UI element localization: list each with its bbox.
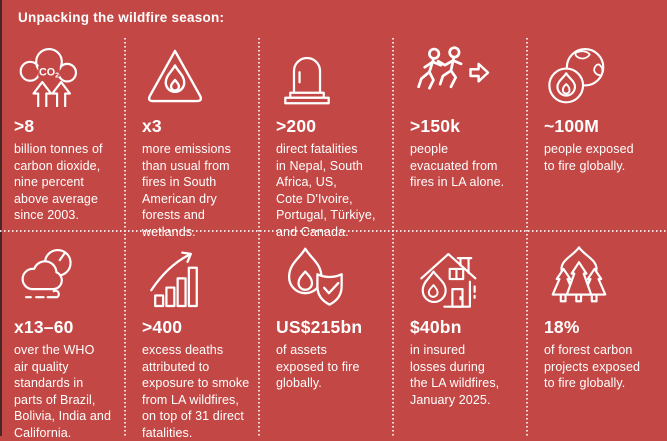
stat-card-fatalities: >200 direct fatalities in Nepal, South A…	[258, 35, 392, 239]
people-evacuating-icon	[410, 45, 522, 109]
stat-card-exposed-people: ~100M people exposed to fire globally.	[526, 35, 667, 232]
stat-description: people evacuated from fires in LA alone.	[410, 142, 505, 189]
left-edge-shadow	[0, 0, 2, 436]
stat-card-excess-deaths: >400 excess deaths attributed to exposur…	[124, 232, 258, 440]
forest-fire-trees-icon	[544, 246, 664, 310]
fire-warning-triangle-icon	[142, 45, 254, 109]
row-divider	[0, 230, 667, 232]
stat-card-co2: CO2 >8 billion tonnes of carbon dioxide,…	[0, 35, 124, 232]
column-divider	[392, 38, 394, 436]
memorial-tombstone-icon	[276, 45, 388, 109]
page-title: Unpacking the wildfire season:	[18, 10, 225, 25]
stat-card-assets: US$215bn of assets exposed to fire globa…	[258, 232, 392, 436]
stat-description: over the WHO air quality standards in pa…	[14, 343, 112, 440]
stat-card-evacuated: >150k people evacuated from fires in LA …	[392, 35, 526, 232]
stat-description: excess deaths attributed to exposure to …	[142, 343, 250, 440]
stat-value: ~100M	[544, 116, 599, 136]
column-divider	[258, 38, 260, 436]
stat-value: US$215bn	[276, 317, 363, 337]
stat-description: direct fatalities in Nepal, South Africa…	[276, 142, 376, 239]
globe-fire-icon	[544, 45, 664, 109]
air-quality-cloud-gauge-icon	[14, 246, 120, 310]
stat-value: 18%	[544, 317, 580, 337]
stat-value: x3	[142, 116, 162, 136]
co2-emissions-cloud-icon: CO2	[14, 45, 120, 109]
svg-text:CO2: CO2	[39, 66, 59, 79]
stat-value: >8	[14, 116, 35, 136]
stat-value: $40bn	[410, 317, 462, 337]
stat-value: >150k	[410, 116, 461, 136]
stat-description: of assets exposed to fire globally.	[276, 343, 360, 390]
stat-description: billion tonnes of carbon dioxide, nine p…	[14, 142, 103, 222]
stat-grid: CO2 >8 billion tonnes of carbon dioxide,…	[0, 35, 667, 440]
stat-card-insured-losses: $40bn in insured losses during the LA wi…	[392, 232, 526, 436]
stat-value: x13–60	[14, 317, 74, 337]
stat-card-forest-carbon: 18% of forest carbon projects exposed to…	[526, 232, 667, 436]
column-divider	[124, 38, 126, 436]
stat-value: >400	[142, 317, 183, 337]
stat-description: people exposed to fire globally.	[544, 142, 634, 173]
stat-card-emissions: x3 more emissions than usual from fires …	[124, 35, 258, 239]
column-divider	[526, 38, 528, 436]
fire-shield-check-icon	[276, 246, 388, 310]
rising-bar-chart-icon	[142, 246, 254, 310]
stat-card-air-quality: x13–60 over the WHO air quality standard…	[0, 232, 124, 440]
stat-description: of forest carbon projects exposed to fir…	[544, 343, 641, 390]
burning-house-icon	[410, 246, 522, 310]
stat-value: >200	[276, 116, 317, 136]
stat-description: more emissions than usual from fires in …	[142, 142, 231, 239]
stat-description: in insured losses during the LA wildfire…	[410, 343, 500, 407]
